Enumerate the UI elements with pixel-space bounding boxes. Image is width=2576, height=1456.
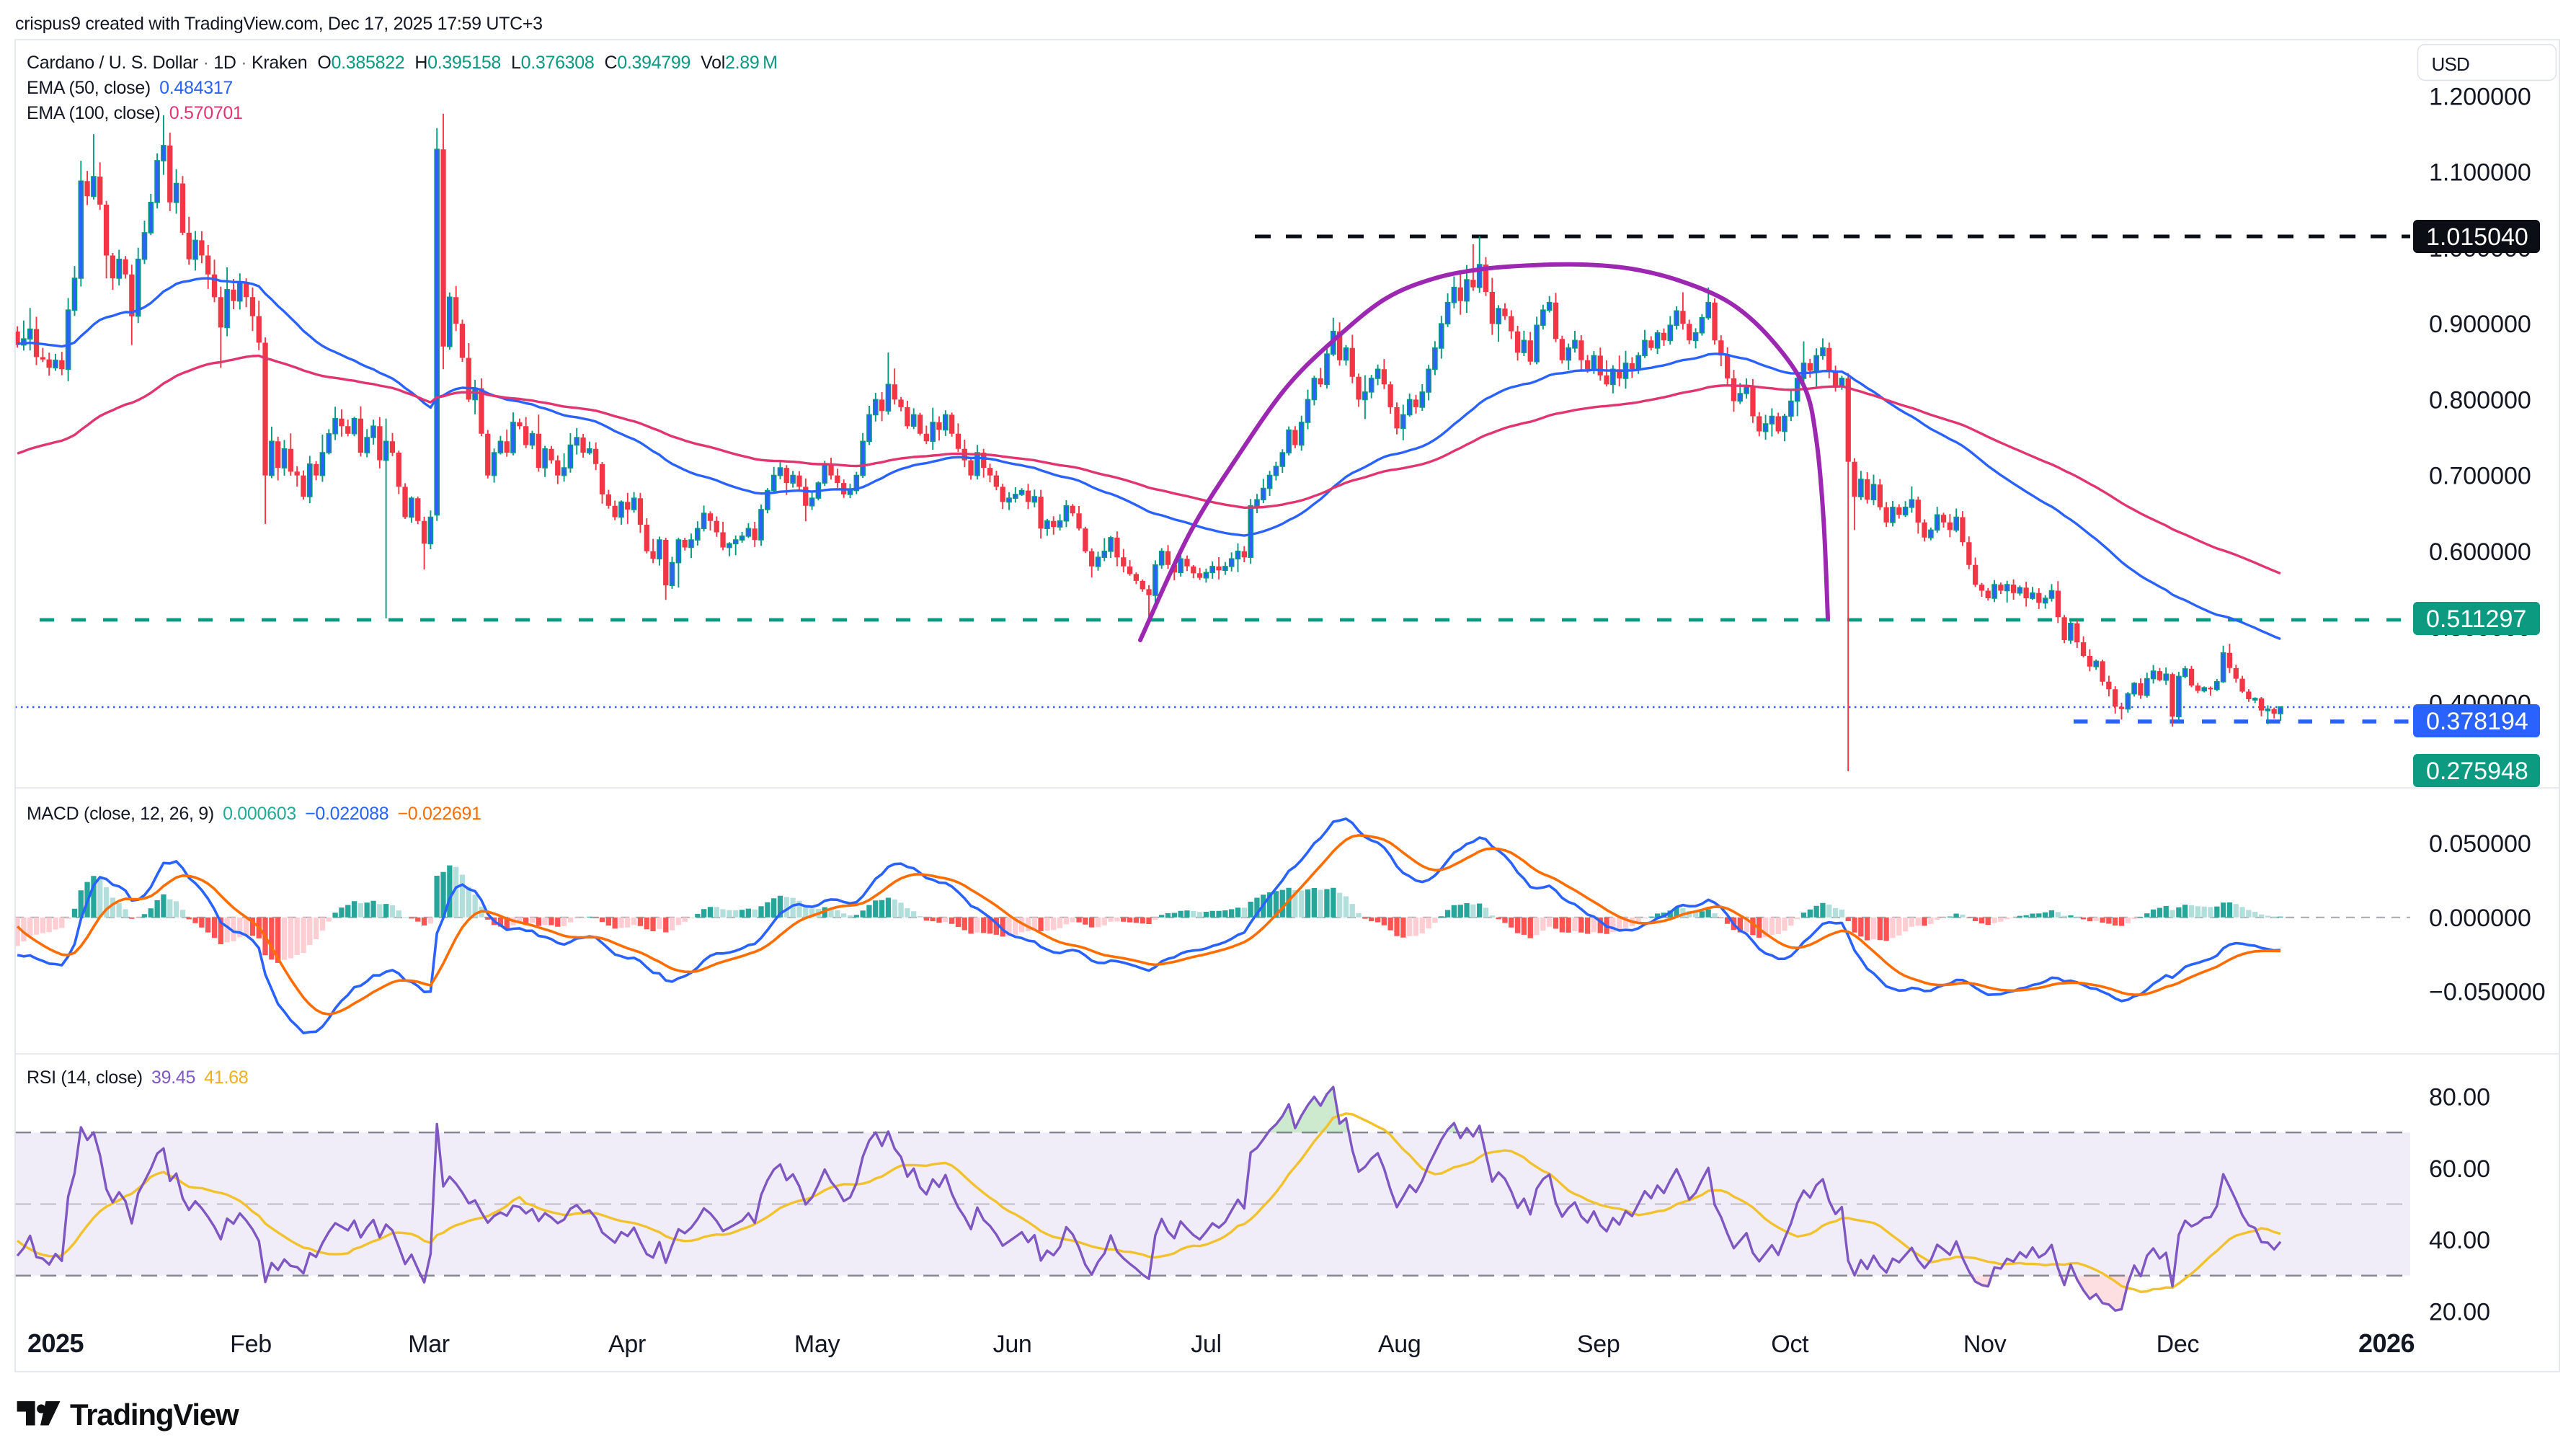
- svg-text:20.00: 20.00: [2429, 1298, 2490, 1326]
- svg-text:Jun: Jun: [993, 1331, 1032, 1358]
- svg-text:0.900000: 0.900000: [2429, 311, 2531, 338]
- svg-text:Mar: Mar: [408, 1331, 450, 1358]
- svg-text:EMA (50, close) 0.484317: EMA (50, close) 0.484317: [27, 78, 233, 98]
- svg-text:2025: 2025: [27, 1328, 84, 1358]
- svg-text:Sep: Sep: [1577, 1331, 1620, 1358]
- svg-text:Feb: Feb: [230, 1331, 272, 1358]
- svg-text:0.378194: 0.378194: [2426, 708, 2528, 735]
- svg-text:crispus9 created with TradingV: crispus9 created with TradingView.com, D…: [15, 14, 543, 34]
- svg-text:Oct: Oct: [1771, 1331, 1809, 1358]
- svg-text:Jul: Jul: [1191, 1331, 1222, 1358]
- svg-text:1.015040: 1.015040: [2426, 223, 2528, 251]
- svg-text:MACD (close, 12, 26, 9) 0.0006: MACD (close, 12, 26, 9) 0.000603 −0.0220…: [27, 804, 481, 824]
- svg-text:60.00: 60.00: [2429, 1155, 2490, 1183]
- svg-text:−0.050000: −0.050000: [2429, 978, 2546, 1006]
- svg-text:0.600000: 0.600000: [2429, 538, 2531, 566]
- svg-text:1.200000: 1.200000: [2429, 84, 2531, 111]
- svg-text:USD: USD: [2432, 53, 2470, 75]
- svg-text:May: May: [794, 1331, 840, 1358]
- svg-text:Apr: Apr: [608, 1331, 646, 1358]
- svg-text:1.100000: 1.100000: [2429, 159, 2531, 187]
- svg-text:2026: 2026: [2358, 1328, 2415, 1358]
- svg-text:RSI (14, close) 39.45 41.68: RSI (14, close) 39.45 41.68: [27, 1067, 248, 1088]
- svg-text:EMA (100, close) 0.570701: EMA (100, close) 0.570701: [27, 103, 243, 123]
- svg-text:0.050000: 0.050000: [2429, 830, 2531, 858]
- svg-text:0.275948: 0.275948: [2426, 758, 2528, 785]
- svg-text:0.800000: 0.800000: [2429, 386, 2531, 414]
- svg-text:Dec: Dec: [2157, 1331, 2200, 1358]
- svg-text:0.000000: 0.000000: [2429, 905, 2531, 932]
- svg-text:0.511297: 0.511297: [2426, 605, 2526, 633]
- svg-text:Cardano / U. S. Dollar · 1D ·: Cardano / U. S. Dollar · 1D · Kraken O0.…: [27, 53, 778, 73]
- svg-text:Aug: Aug: [1378, 1331, 1421, 1358]
- svg-text:TradingView: TradingView: [70, 1398, 239, 1431]
- svg-text:40.00: 40.00: [2429, 1227, 2490, 1254]
- svg-text:0.700000: 0.700000: [2429, 463, 2531, 490]
- svg-text:80.00: 80.00: [2429, 1084, 2490, 1111]
- svg-text:Nov: Nov: [1963, 1331, 2007, 1358]
